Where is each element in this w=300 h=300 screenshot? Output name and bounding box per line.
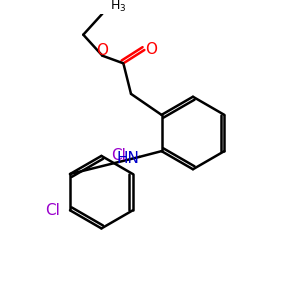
Text: O: O <box>145 43 157 58</box>
Text: Cl: Cl <box>45 203 60 218</box>
Text: H$_3$: H$_3$ <box>110 0 126 14</box>
Text: Cl: Cl <box>111 148 126 164</box>
Text: HN: HN <box>117 151 140 166</box>
Text: O: O <box>96 44 108 59</box>
